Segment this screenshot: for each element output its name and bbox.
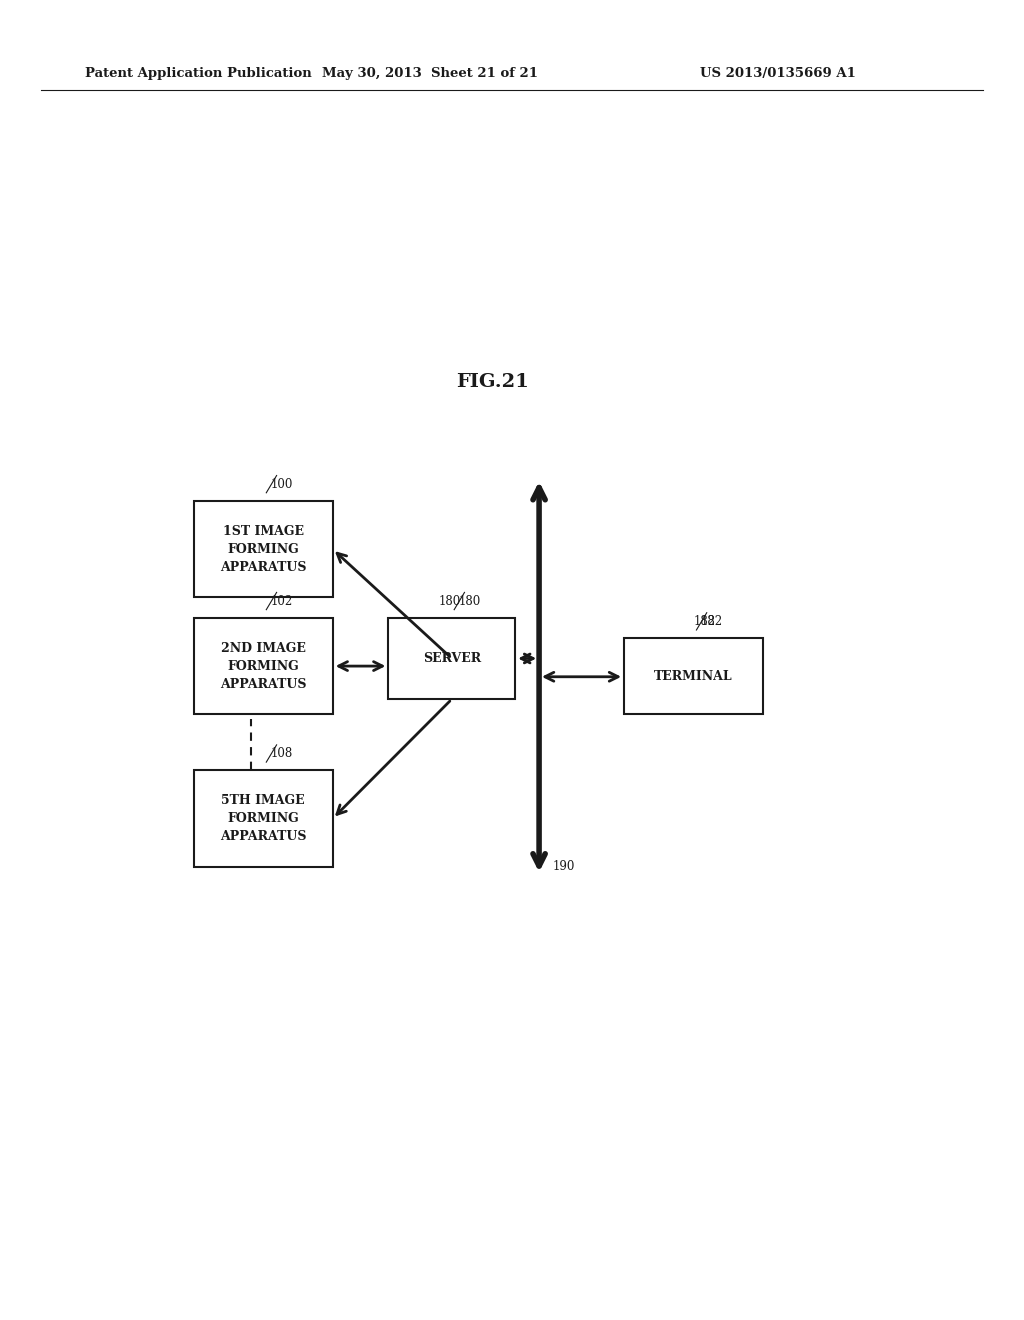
- Text: 182: 182: [693, 615, 716, 628]
- Text: 1ST IMAGE
FORMING
APPARATUS: 1ST IMAGE FORMING APPARATUS: [220, 525, 306, 574]
- Text: 180: 180: [439, 594, 462, 607]
- Text: 5TH IMAGE
FORMING
APPARATUS: 5TH IMAGE FORMING APPARATUS: [220, 795, 306, 843]
- Text: US 2013/0135669 A1: US 2013/0135669 A1: [700, 67, 856, 81]
- Text: FIG.21: FIG.21: [457, 374, 529, 391]
- Text: 108: 108: [270, 747, 293, 760]
- Bar: [194, 500, 333, 598]
- Text: TERMINAL: TERMINAL: [654, 669, 733, 682]
- Text: 190: 190: [553, 859, 574, 873]
- Text: 2ND IMAGE
FORMING
APPARATUS: 2ND IMAGE FORMING APPARATUS: [220, 642, 306, 690]
- Text: 180: 180: [458, 594, 480, 607]
- Text: Patent Application Publication: Patent Application Publication: [85, 67, 311, 81]
- Bar: [624, 638, 763, 714]
- Bar: [194, 618, 333, 714]
- Bar: [194, 771, 333, 867]
- Text: SERVER: SERVER: [423, 652, 481, 665]
- Bar: [388, 618, 515, 700]
- Text: 182: 182: [700, 615, 723, 628]
- Text: 102: 102: [270, 594, 293, 607]
- Text: May 30, 2013  Sheet 21 of 21: May 30, 2013 Sheet 21 of 21: [323, 67, 538, 81]
- Text: 100: 100: [270, 478, 293, 491]
